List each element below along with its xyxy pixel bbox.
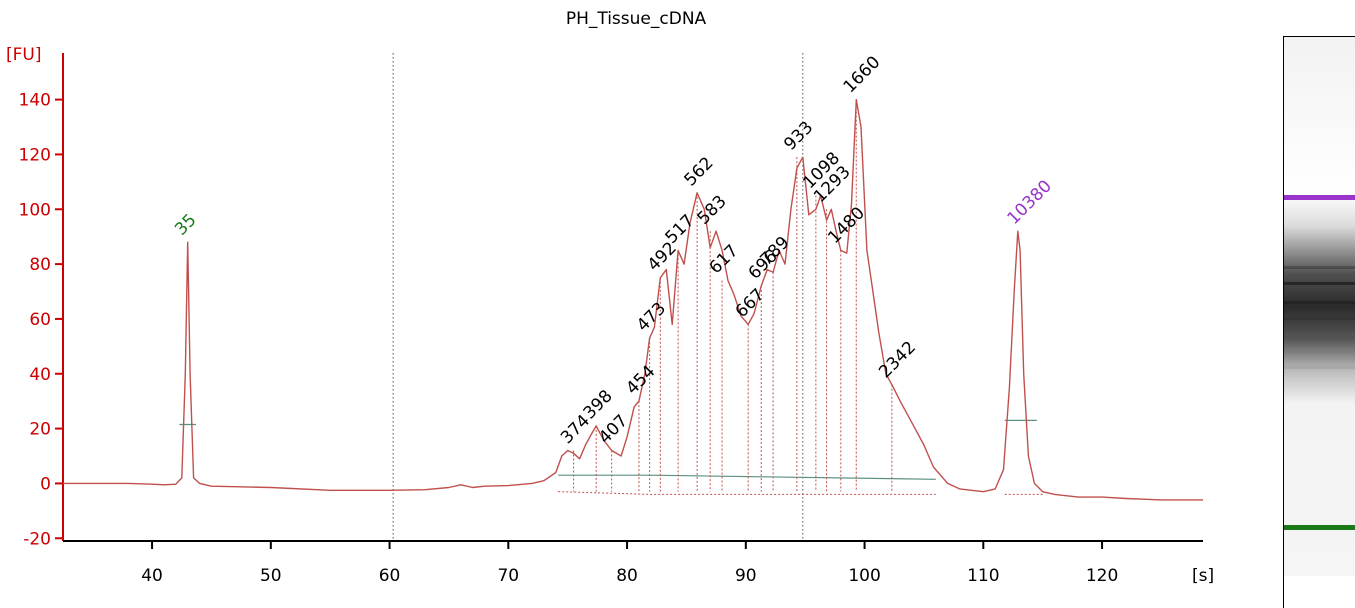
peak-label: 933 xyxy=(780,118,817,155)
y-axis-unit: [FU] xyxy=(6,45,42,65)
gel-band xyxy=(1284,349,1355,353)
y-tick-label: 60 xyxy=(29,310,51,330)
peak-label: 1660 xyxy=(840,52,885,97)
integration-floor xyxy=(558,491,936,495)
y-tick-label: 40 xyxy=(29,365,51,385)
peak-label: 2342 xyxy=(875,338,920,383)
x-tick-label: 110 xyxy=(967,566,999,586)
electropherogram-chart: PH_Tissue_cDNA [FU] [s] -20 0 20 40 60 80 100 1… xyxy=(6,9,1214,586)
y-tick-label: 140 xyxy=(19,91,51,111)
x-tick-label: 90 xyxy=(735,566,757,586)
chart-title: PH_Tissue_cDNA xyxy=(566,9,707,29)
x-tick-label: 70 xyxy=(497,566,519,586)
y-tick-label: -20 xyxy=(23,529,51,549)
peak-label: 10380 xyxy=(1004,176,1056,228)
peak-baseline xyxy=(650,474,936,480)
y-tick-label: 80 xyxy=(29,255,51,275)
gel-band xyxy=(1284,301,1355,305)
x-tick-label: 50 xyxy=(260,566,282,586)
gel-band xyxy=(1284,317,1355,321)
x-tick-label: 80 xyxy=(616,566,638,586)
y-tick-label: 20 xyxy=(29,420,51,440)
gel-band xyxy=(1284,266,1355,270)
x-tick-label: 120 xyxy=(1086,566,1118,586)
peak-label: 407 xyxy=(595,411,632,448)
peak-label: 454 xyxy=(622,362,659,399)
gel-band xyxy=(1284,194,1355,200)
peak-label: 35 xyxy=(171,210,200,239)
gel-band xyxy=(1284,333,1355,337)
virtual-gel-lane xyxy=(1283,36,1355,608)
gel-lane-body xyxy=(1284,37,1355,576)
peak-label: 562 xyxy=(681,153,718,190)
peak-label: 473 xyxy=(633,299,670,336)
x-tick-label: 40 xyxy=(141,566,163,586)
fluorescence-trace xyxy=(63,98,1203,501)
y-tick-label: 100 xyxy=(19,200,51,220)
x-tick-label: 60 xyxy=(379,566,401,586)
y-tick-label: 0 xyxy=(40,474,51,494)
gel-band xyxy=(1284,365,1355,369)
gel-band xyxy=(1284,524,1355,530)
peak-label: 667 xyxy=(732,285,769,322)
y-tick-label: 120 xyxy=(19,145,51,165)
x-axis-unit: [s] xyxy=(1192,566,1214,586)
x-tick-label: 100 xyxy=(848,566,880,586)
gel-band xyxy=(1284,282,1355,286)
